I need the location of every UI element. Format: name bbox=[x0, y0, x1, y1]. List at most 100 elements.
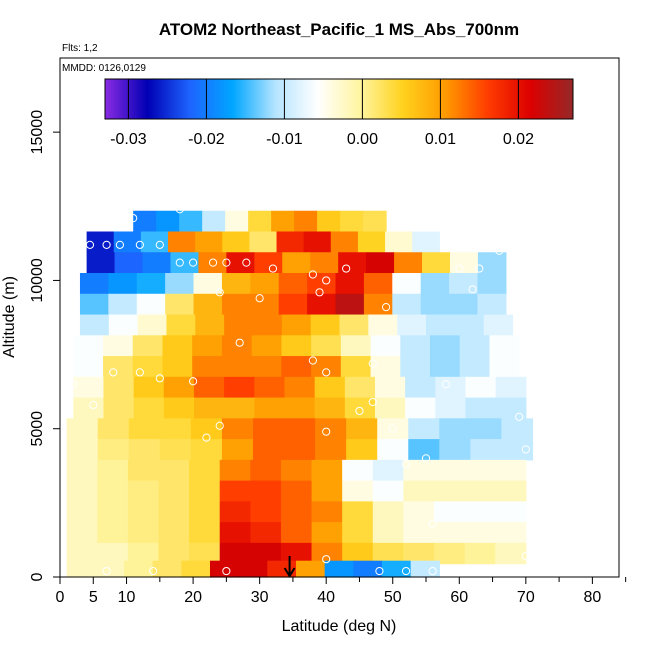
colorbar: -0.03 -0.02 -0.01 0.00 0.01 0.02 bbox=[104, 78, 574, 148]
sample-point bbox=[222, 566, 231, 576]
heatmap-cell bbox=[224, 376, 255, 399]
heatmap-cell bbox=[195, 314, 225, 336]
heatmap-cell bbox=[132, 335, 164, 357]
heatmap-cell bbox=[221, 335, 253, 357]
sample-point bbox=[115, 240, 124, 249]
heatmap-cell bbox=[202, 210, 226, 233]
heatmap-cell bbox=[403, 459, 435, 482]
heatmap-cell bbox=[370, 356, 401, 378]
heatmap-cell bbox=[254, 397, 286, 419]
heatmap-cell bbox=[430, 356, 461, 378]
heatmap-cell bbox=[344, 376, 376, 399]
heatmap-cell bbox=[317, 210, 341, 233]
heatmap-cell bbox=[372, 542, 404, 565]
sample-point bbox=[235, 338, 244, 347]
heatmap-cell bbox=[338, 252, 367, 274]
sample-point bbox=[322, 427, 331, 436]
heatmap-cell bbox=[224, 397, 255, 419]
heatmap-cell bbox=[278, 273, 308, 295]
x-tick-label: 20 bbox=[184, 589, 202, 606]
heatmap-cell bbox=[127, 459, 160, 482]
heatmap-cell bbox=[189, 459, 221, 482]
heatmap-cell bbox=[163, 376, 195, 399]
heatmap-cell bbox=[315, 439, 347, 461]
sample-point bbox=[521, 552, 530, 561]
sample-point bbox=[175, 205, 184, 214]
heatmap-cell bbox=[251, 356, 282, 378]
heatmap-cell bbox=[219, 542, 251, 565]
heatmap-cell bbox=[342, 522, 374, 544]
sample-point bbox=[188, 258, 198, 267]
heatmap-cell bbox=[108, 293, 138, 316]
heatmap-cell bbox=[495, 459, 527, 482]
heatmap-cell bbox=[495, 397, 527, 419]
x-tick-label: 10 bbox=[118, 589, 136, 606]
heatmap-cell bbox=[357, 231, 386, 253]
y-axis-title: Altitude (m) bbox=[1, 276, 18, 358]
heatmap-cell bbox=[363, 273, 393, 295]
heatmap-cell bbox=[363, 293, 393, 316]
heatmap-cell bbox=[340, 210, 364, 233]
heatmap-cell bbox=[340, 335, 372, 357]
heatmap-cell bbox=[470, 418, 503, 440]
heatmap-cell bbox=[403, 542, 435, 565]
sample-point bbox=[355, 406, 364, 416]
heatmap-cell bbox=[284, 376, 316, 399]
heatmap-cell bbox=[278, 293, 308, 316]
sample-point bbox=[388, 424, 397, 433]
x-axis: 0 5 10 20 30 40 50 60 70 80 bbox=[56, 577, 627, 606]
sample-point bbox=[322, 368, 331, 377]
heatmap-cell bbox=[192, 335, 223, 357]
sample-point bbox=[421, 454, 431, 463]
sample-points bbox=[69, 205, 530, 576]
heatmap-cell bbox=[314, 376, 346, 399]
heatmap-cell bbox=[66, 501, 98, 523]
heatmap-cell bbox=[400, 356, 431, 378]
colorbar-tick-label: -0.03 bbox=[110, 131, 147, 148]
heatmap-cell bbox=[252, 314, 283, 336]
heatmap-cell bbox=[193, 376, 225, 399]
heatmap-cell bbox=[339, 314, 369, 336]
heatmap-cell bbox=[103, 356, 134, 378]
heatmap-cell bbox=[221, 293, 251, 316]
heatmap-cell bbox=[73, 356, 104, 378]
heatmap-cell bbox=[192, 356, 223, 378]
heatmap-cell bbox=[346, 439, 378, 461]
heatmap-cell bbox=[66, 418, 99, 440]
heatmap-cell bbox=[254, 376, 286, 399]
x-tick-label: 30 bbox=[251, 589, 269, 606]
heatmap-cell bbox=[250, 273, 280, 295]
heatmap-cell bbox=[420, 273, 450, 295]
heatmap-cell bbox=[108, 314, 139, 336]
heatmap-cell bbox=[193, 397, 225, 419]
x-axis-title: Latitude (deg N) bbox=[282, 618, 397, 635]
plot-frame bbox=[59, 57, 620, 578]
heatmap-cell bbox=[103, 376, 135, 399]
heatmap-cell bbox=[435, 376, 467, 399]
heatmap-cell bbox=[252, 439, 285, 461]
heatmap-cell bbox=[310, 252, 339, 274]
sample-point bbox=[322, 555, 331, 564]
heatmap-cell bbox=[66, 542, 98, 565]
heatmap-cell bbox=[219, 459, 251, 482]
heatmap-cell bbox=[162, 356, 193, 378]
heatmap-cell bbox=[403, 480, 435, 502]
heatmap-cell bbox=[464, 501, 496, 523]
heatmap-cell bbox=[127, 522, 160, 544]
heatmap-cell bbox=[465, 397, 497, 419]
heatmap-cell bbox=[464, 459, 496, 482]
sample-point bbox=[401, 460, 411, 469]
heatmap-cell bbox=[225, 210, 249, 233]
heatmap-cell bbox=[158, 522, 190, 544]
heatmap-cell bbox=[495, 522, 527, 544]
x-tick-label: 70 bbox=[517, 589, 535, 606]
heatmap-cell bbox=[464, 522, 496, 544]
heatmap-cell bbox=[368, 314, 398, 336]
heatmap-cell bbox=[267, 560, 297, 578]
heatmap-cell bbox=[433, 459, 466, 482]
sample-point bbox=[428, 566, 437, 576]
heatmap-cell bbox=[340, 356, 372, 378]
heatmap-cell bbox=[193, 273, 223, 295]
sample-point bbox=[135, 240, 144, 249]
heatmap-cell bbox=[412, 231, 440, 253]
